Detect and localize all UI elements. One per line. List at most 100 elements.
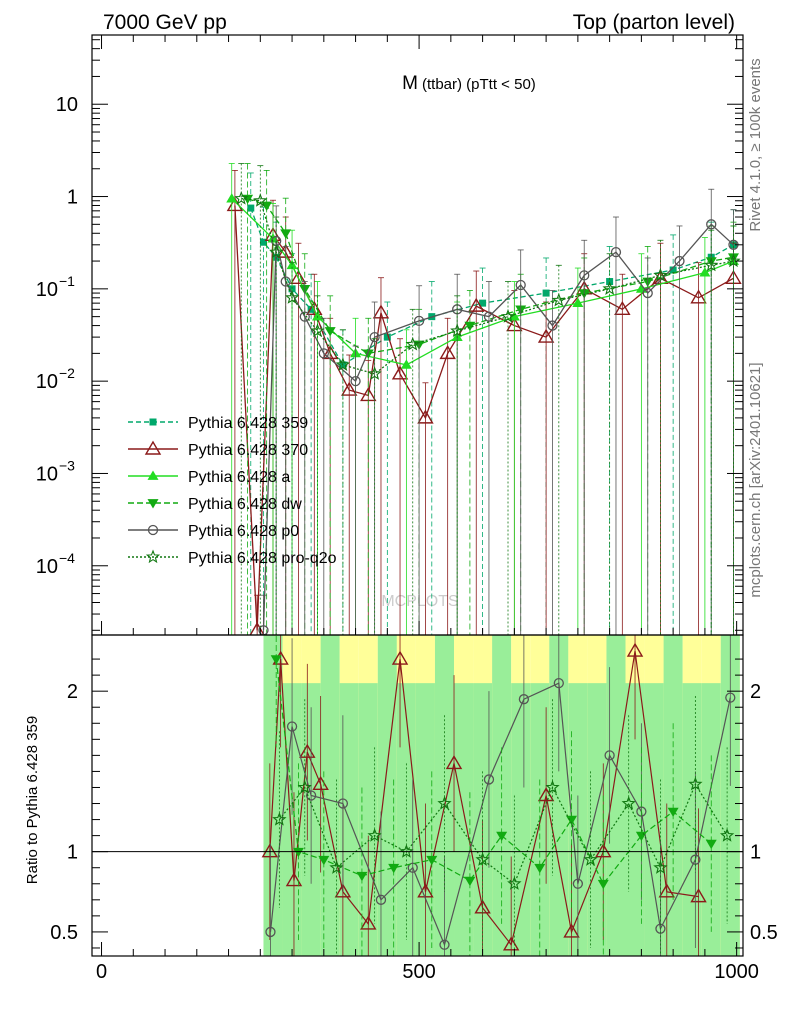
legend-entry: Pythia 6.428 a [128, 469, 290, 486]
main-plot-frame [91, 34, 744, 636]
data-point [464, 321, 476, 332]
legend-label: Pythia 6.428 dw [188, 496, 302, 513]
ratio-point [329, 860, 344, 874]
data-point [653, 267, 668, 282]
ratio-y-tick-label-left: 0.5 [50, 922, 78, 944]
series-pythia-6-428-359 [247, 172, 737, 635]
y-tick-label-exponent: −2 [59, 365, 75, 381]
y-tick-label-exponent: −1 [59, 273, 75, 289]
ratio-point [597, 879, 609, 890]
y-tick-label: 10 [36, 463, 58, 485]
header-right: Top (parton level) [573, 11, 735, 34]
data-point [572, 297, 584, 307]
ratio-point [265, 926, 276, 938]
data-point [508, 311, 520, 321]
ratio-series-pythia-6-428-dw [270, 635, 717, 956]
ratio-point [464, 876, 476, 887]
ratio-point [297, 780, 312, 794]
ratio-band-green [320, 635, 340, 956]
data-point [226, 193, 238, 203]
ratio-point [725, 692, 736, 703]
data-point [602, 281, 617, 295]
ratio-series-group [261, 635, 736, 956]
ratio-point [270, 655, 282, 665]
data-point [479, 299, 487, 307]
data-point [311, 311, 323, 321]
data-point [551, 292, 566, 307]
legend-label: Pythia 6.428 359 [188, 415, 308, 432]
legend-entry: Pythia 6.428 pro-q2o [128, 549, 337, 567]
ratio-band-green [549, 635, 569, 956]
y-tick-label-exponent: −3 [59, 457, 75, 473]
series-pythia-6-428-dw [242, 163, 739, 635]
ratio-point [688, 776, 703, 791]
x-tick-label: 500 [402, 961, 435, 983]
ratio-band-green [377, 635, 397, 956]
y-tick-label: 10 [36, 279, 58, 301]
data-point [547, 320, 558, 331]
axis-ticks [92, 35, 743, 956]
data-point [362, 349, 374, 359]
ratio-point [518, 694, 530, 705]
ratio-plot-frame [91, 634, 744, 957]
ratio-y-tick-label-right: 0.5 [750, 922, 778, 944]
legend-entry: Pythia 6.428 p0 [128, 523, 299, 540]
ratio-point [286, 721, 298, 732]
rivet-label: Rivet 4.1.0, ≥ 100k events [747, 58, 764, 231]
data-point [483, 311, 495, 322]
y-tick-label: 10 [36, 556, 58, 578]
ratio-point [305, 790, 317, 801]
ratio-point [595, 843, 612, 858]
series-line [250, 207, 734, 366]
ratio-line [275, 659, 712, 885]
main-series-group [226, 163, 742, 635]
ratio-point [658, 883, 676, 898]
data-point [350, 376, 361, 387]
data-point [500, 309, 516, 323]
ratio-point [583, 852, 598, 866]
ratio-band-green [644, 683, 664, 956]
legend-marker [144, 440, 162, 455]
ratio-point [272, 812, 287, 826]
legend-marker [147, 470, 159, 480]
series-line [231, 198, 734, 366]
ratio-point [563, 923, 580, 938]
ratio-point [356, 871, 368, 882]
data-point [284, 290, 300, 304]
data-point [579, 270, 590, 281]
ratio-point [439, 939, 450, 950]
series-pythia-6-428-pro-q2o [234, 163, 741, 635]
ratio-point [445, 755, 463, 770]
data-point [405, 336, 420, 351]
data-point [335, 357, 351, 372]
ratio-point [653, 860, 668, 874]
legend-entry: Pythia 6.428 359 [128, 415, 308, 432]
legend-entry: Pythia 6.428 dw [128, 496, 302, 513]
ratio-point [292, 847, 304, 858]
ratio-point [507, 876, 522, 890]
ratio-point [626, 642, 644, 657]
data-point [614, 300, 631, 316]
header-left: 7000 GeV pp [103, 11, 227, 34]
data-point [280, 276, 291, 287]
ratio-point [604, 750, 615, 761]
data-point [324, 327, 336, 337]
ratio-band-green [454, 683, 474, 956]
legend-marker [147, 499, 159, 509]
ratio-point [426, 855, 438, 866]
data-point [542, 289, 550, 297]
ratio-point [719, 828, 735, 842]
ratio-y-tick-label-right: 1 [750, 842, 761, 864]
data-point [699, 267, 711, 277]
chart-title: M [402, 73, 418, 94]
data-point [383, 333, 391, 341]
data-point [290, 269, 307, 285]
data-point [369, 331, 380, 343]
ratio-point [572, 878, 584, 889]
ratio-point [391, 650, 409, 665]
data-point [307, 305, 315, 313]
data-point [310, 323, 325, 338]
ratio-point [375, 894, 387, 905]
legend-marker [147, 524, 159, 536]
